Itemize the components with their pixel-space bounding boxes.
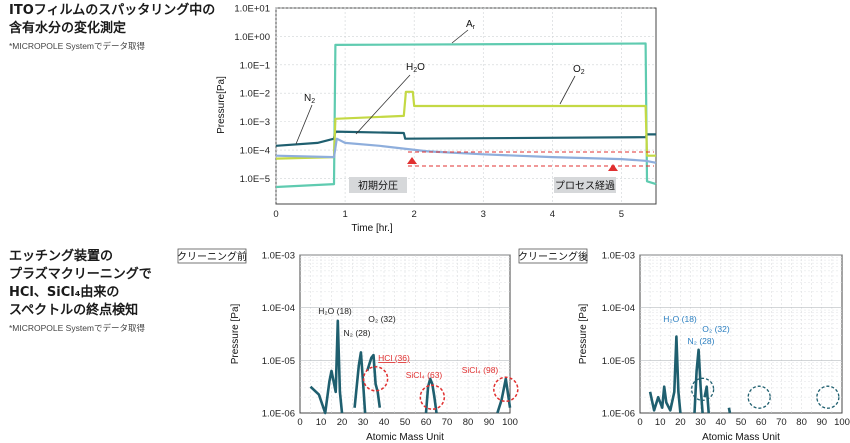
section1-note: *MICROPOLE Systemでデータ取得 (9, 41, 146, 51)
chart1-xtick: 4 (550, 209, 555, 220)
chart1-ytick: 1.0E−4 (240, 146, 270, 157)
section2-title-line3: HCl、SiCl₄由来の (9, 285, 120, 300)
svg-text:Ar: Ar (466, 19, 476, 31)
series-label-n2: N2 (295, 93, 315, 145)
section2-title-line2: プラズマクリーニングで (9, 267, 152, 282)
chart1-ytick: 1.0E−5 (240, 174, 270, 185)
section2-title-line4: スペクトルの終点検知 (9, 303, 139, 318)
chart1-xtick: 2 (412, 209, 417, 220)
series-label-o2: O2 (559, 64, 585, 105)
series-line-h2o (275, 137, 657, 164)
section2-title-line1: エッチング装置の (9, 249, 114, 264)
series-line-ar (275, 42, 657, 189)
chart1-ytick: 1.0E−2 (240, 89, 270, 100)
chart1-xlabel: Time [hr.] (351, 223, 393, 234)
chart1-xtick: 5 (619, 209, 624, 220)
series-label-h2o: H2O (355, 62, 425, 135)
chart1-ytick: 1.0E−3 (240, 117, 270, 128)
section1-title-line1: ITOフィルムのスパッタリング中の (9, 3, 216, 18)
chart1-ytick: 1.0E+00 (234, 32, 270, 43)
section1-title: ITOフィルムのスパッタリング中の 含有水分の変化測定 (9, 2, 215, 38)
initial-pressure-arrow (407, 157, 417, 164)
chart1-xtick: 3 (481, 209, 486, 220)
section1-title-line2: 含有水分の変化測定 (9, 21, 127, 36)
svg-text:O2: O2 (573, 64, 585, 76)
process-elapsed-label: プロセス経過 (555, 179, 615, 192)
chart1-ylabel: Pressure[Pa] (216, 76, 227, 134)
initial-pressure-label: 初期分圧 (358, 179, 398, 192)
section2-title: エッチング装置の プラズマクリーニングで HCl、SiCl₄由来の スペクトルの… (9, 248, 152, 320)
chart1-xtick: 1 (342, 209, 347, 220)
chart1-xtick: 0 (273, 209, 278, 220)
series-line-o2 (275, 90, 656, 160)
svg-text:N2: N2 (304, 93, 315, 105)
series-label-ar: Ar (451, 19, 476, 44)
svg-text:H2O: H2O (406, 62, 425, 74)
section2-note: *MICROPOLE Systemでデータ取得 (9, 323, 146, 333)
chart1-ytick: 1.0E+01 (234, 4, 270, 15)
chart1-ytick: 1.0E−1 (240, 60, 270, 71)
process-arrow (608, 164, 618, 171)
